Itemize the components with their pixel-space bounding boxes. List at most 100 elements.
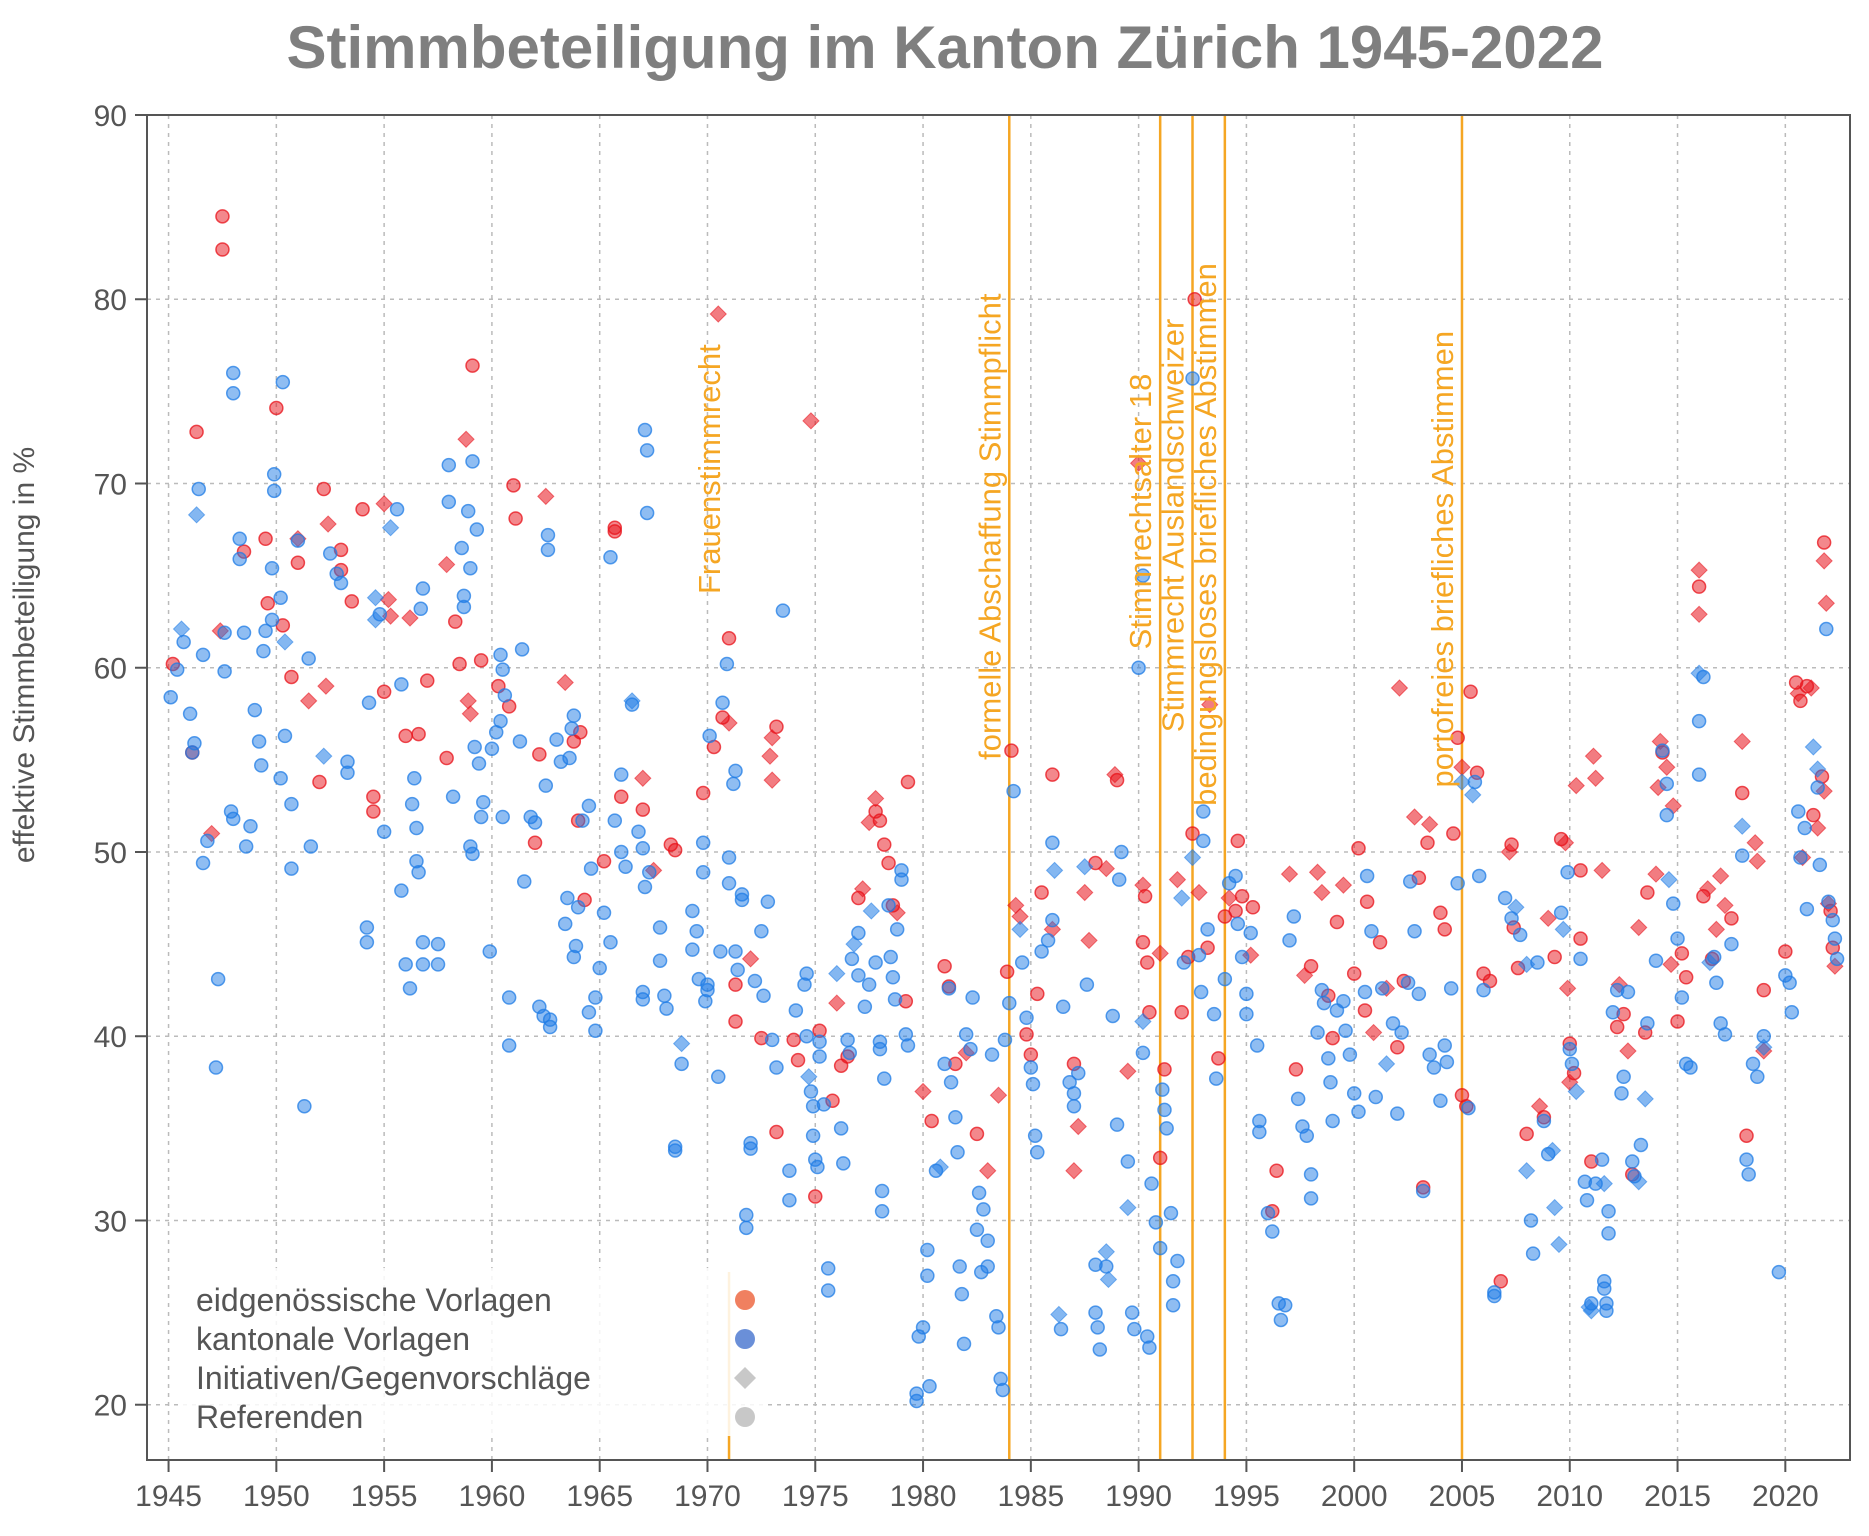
data-point-circle — [1200, 922, 1215, 937]
data-point-circle — [1741, 1167, 1756, 1182]
data-point-circle — [1359, 868, 1375, 884]
data-point-circle — [290, 533, 306, 548]
data-point-circle — [876, 1071, 892, 1086]
data-point-circle — [1329, 914, 1345, 930]
data-point-circle — [728, 1014, 743, 1029]
data-point-circle — [1670, 931, 1685, 946]
data-point-circle — [1023, 1047, 1039, 1062]
data-point-circle — [1819, 621, 1834, 637]
data-point-circle — [258, 623, 273, 639]
data-point-circle — [1784, 1005, 1800, 1020]
data-point-circle — [1090, 1320, 1105, 1335]
data-point-circle — [808, 1189, 823, 1204]
data-point-circle — [340, 754, 355, 769]
data-point-circle — [1385, 1016, 1401, 1031]
data-point-circle — [639, 505, 655, 521]
data-point-circle — [1525, 1246, 1541, 1261]
data-point-circle — [624, 697, 640, 712]
data-point-circle — [1114, 844, 1129, 860]
data-point-circle — [394, 883, 409, 898]
data-point-diamond — [1690, 561, 1708, 579]
data-point-diamond — [914, 1082, 932, 1101]
data-point-circle — [527, 835, 543, 851]
data-point-circle — [971, 1185, 987, 1201]
data-point-circle — [1461, 1100, 1476, 1116]
data-point-circle — [1402, 874, 1418, 889]
data-point-circle — [1282, 933, 1297, 948]
data-point-circle — [1670, 1014, 1685, 1029]
data-point-circle — [596, 853, 612, 869]
data-point-circle — [937, 958, 952, 974]
data-point-circle — [1211, 1051, 1226, 1066]
data-point-circle — [1471, 868, 1487, 884]
data-point-diamond — [1619, 1042, 1637, 1060]
data-point-circle — [1724, 936, 1739, 952]
data-point-circle — [1019, 1010, 1034, 1026]
data-point-circle — [840, 1032, 855, 1048]
data-point-circle — [1504, 911, 1519, 926]
data-point-circle — [652, 920, 668, 935]
data-point-diamond — [1808, 819, 1827, 837]
data-point-circle — [1071, 1065, 1086, 1081]
data-point-circle — [1674, 946, 1690, 961]
x-tick-label: 1970 — [674, 1480, 741, 1513]
data-point-circle — [1092, 1342, 1108, 1357]
data-point-circle — [1120, 1154, 1136, 1169]
data-point-diamond — [1543, 1141, 1562, 1160]
data-point-circle — [1174, 1005, 1189, 1020]
data-point-circle — [952, 1259, 967, 1274]
y-tick-label: 50 — [94, 837, 127, 870]
data-point-circle — [1196, 804, 1211, 819]
data-point-circle — [355, 502, 370, 517]
data-point-circle — [1019, 1027, 1034, 1042]
data-point-diamond — [979, 1162, 997, 1180]
data-point-circle — [1793, 693, 1808, 709]
data-point-circle — [954, 1286, 970, 1302]
data-point-circle — [1152, 1150, 1168, 1166]
data-point-circle — [667, 842, 683, 858]
x-tick-label: 1945 — [135, 1480, 202, 1513]
data-point-diamond — [828, 964, 846, 983]
data-point-circle — [473, 809, 489, 825]
data-point-circle — [575, 813, 590, 828]
data-point-circle — [715, 695, 730, 710]
data-point-circle — [1142, 1340, 1157, 1355]
data-point-circle — [810, 1159, 825, 1175]
data-point-circle — [1400, 975, 1416, 991]
data-point-circle — [685, 942, 700, 957]
data-point-circle — [208, 1060, 224, 1075]
data-point-diamond — [1280, 865, 1299, 883]
data-point-circle — [728, 977, 743, 992]
data-point-circle — [730, 962, 745, 978]
data-point-circle — [1265, 1224, 1280, 1239]
data-point-circle — [1437, 922, 1452, 937]
data-point-circle — [1446, 826, 1461, 841]
data-point-diamond — [709, 305, 727, 323]
data-point-circle — [1655, 743, 1670, 758]
data-point-circle — [1336, 993, 1351, 1009]
data-point-circle — [441, 494, 457, 510]
data-point-diamond — [1582, 1302, 1601, 1320]
data-point-circle — [1027, 1128, 1043, 1143]
data-point-circle — [1691, 767, 1707, 782]
data-point-diamond — [1545, 1198, 1564, 1217]
data-point-circle — [1023, 1060, 1039, 1075]
data-point-circle — [301, 651, 316, 666]
data-point-circle — [570, 900, 586, 915]
data-point-circle — [1806, 807, 1821, 823]
data-point-diamond — [741, 950, 760, 968]
data-point-circle — [943, 1075, 959, 1090]
data-point-diamond — [1076, 883, 1094, 902]
data-point-circle — [874, 1183, 890, 1199]
data-point-circle — [1228, 903, 1243, 919]
data-point-diamond — [763, 771, 781, 789]
data-point-circle — [1277, 1297, 1293, 1313]
data-point-circle — [1185, 371, 1200, 386]
data-point-diamond — [1804, 738, 1823, 756]
data-point-circle — [1109, 772, 1125, 788]
data-point-circle — [277, 728, 293, 744]
data-point-diamond — [1567, 1082, 1585, 1101]
data-point-diamond — [1201, 695, 1219, 714]
data-point-circle — [1004, 743, 1019, 758]
data-point-circle — [516, 874, 532, 889]
